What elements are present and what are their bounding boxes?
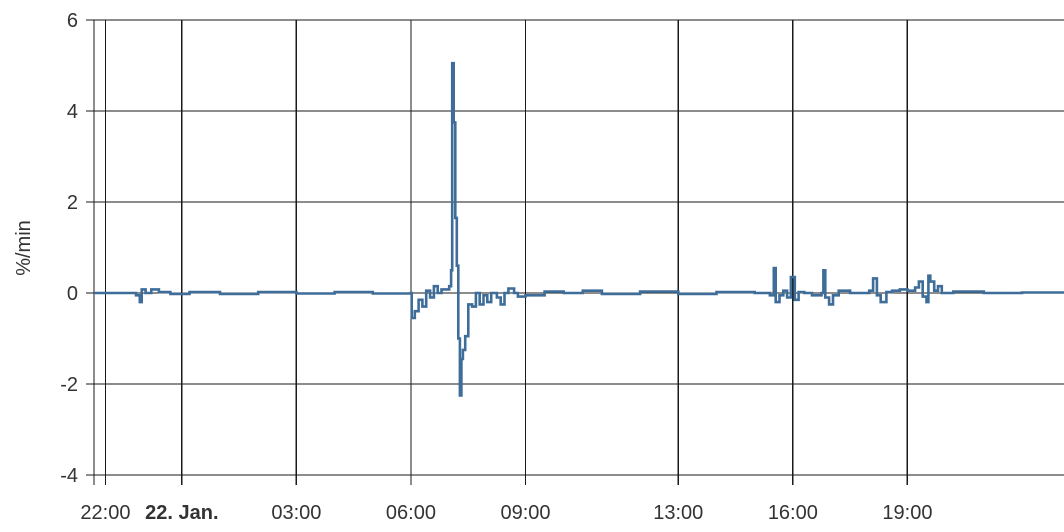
x-tick-label: 03:00 [271, 502, 321, 524]
x-tick-label: 22:00 [80, 502, 130, 524]
x-tick-label: 16:00 [768, 502, 818, 524]
x-tick-label: 09:00 [501, 502, 551, 524]
y-tick-labels: -4 -2 0 2 4 6 [60, 10, 78, 487]
horizontal-grid [86, 19, 1064, 485]
y-tick-label: 6 [67, 10, 78, 32]
y-tick-label: 0 [67, 283, 78, 305]
series-layer [94, 61, 1064, 397]
y-axis-label: %/min [13, 220, 35, 276]
x-tick-label: 06:00 [386, 502, 436, 524]
y-tick-label: 2 [67, 192, 78, 214]
x-tick-label: 22. Jan. [145, 502, 218, 524]
vertical-grid [104, 20, 909, 485]
y-tick-label: -2 [60, 374, 78, 396]
y-tick-label: 4 [67, 101, 78, 123]
y-tick-label: -4 [60, 465, 78, 487]
x-tick-label: 13:00 [653, 502, 703, 524]
x-tick-label: 19:00 [882, 502, 932, 524]
series-line [94, 61, 1064, 397]
x-tick-labels: 22:00 22. Jan. 03:00 06:00 09:00 13:00 16:00 19… [80, 502, 932, 524]
